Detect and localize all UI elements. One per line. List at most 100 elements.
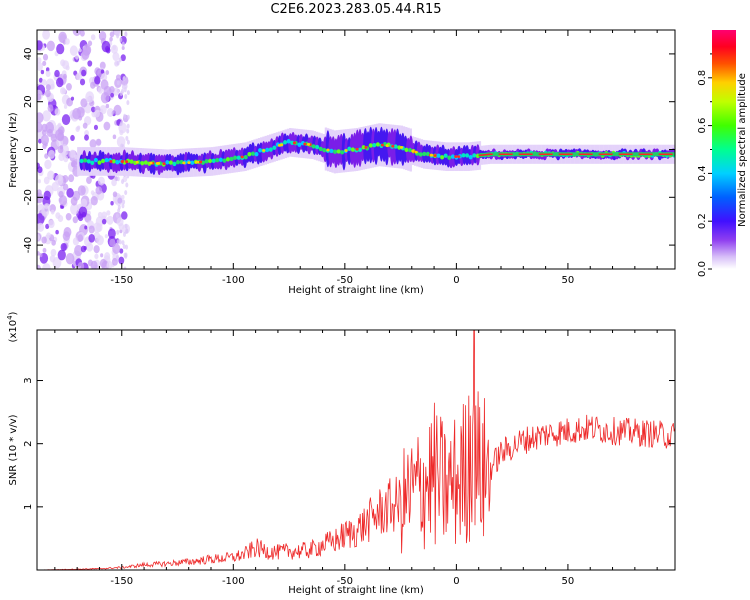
heatmap-speckle xyxy=(43,190,51,201)
heatmap-speckle xyxy=(101,40,111,53)
heatmap-speckle xyxy=(83,246,87,251)
heatmap-speckle xyxy=(124,93,128,99)
heatmap-speckle xyxy=(50,133,58,143)
heatmap-ridge xyxy=(436,153,441,158)
heatmap-speckle xyxy=(114,194,123,206)
spectrogram-xtick-label: 0 xyxy=(453,275,459,286)
heatmap-ridge xyxy=(172,161,177,167)
heatmap-speckle xyxy=(44,153,49,159)
heatmap-speckle xyxy=(105,103,110,109)
heatmap-ridge xyxy=(247,152,252,157)
heatmap-hotspot xyxy=(306,143,311,146)
snr-panel: -150 -100 -50 0 50 3 2 1 Height of straight lin… xyxy=(6,311,676,596)
heatmap-ridge xyxy=(272,145,277,150)
heatmap-speckle xyxy=(50,209,55,215)
heatmap-speckle xyxy=(57,132,65,142)
heatmap-speckle xyxy=(77,261,85,269)
heatmap-speckle xyxy=(42,53,49,61)
colorbar-label: Normalized spectral amplitude xyxy=(737,73,748,227)
heatmap-speckle xyxy=(110,92,114,98)
snr-xtick-label: -50 xyxy=(337,576,353,587)
heatmap-speckle xyxy=(46,128,53,137)
snr-xtick-label: -100 xyxy=(222,576,245,587)
heatmap-speckle xyxy=(119,229,123,234)
heatmap-ridge xyxy=(86,159,91,164)
heatmap-speckle xyxy=(86,96,91,103)
heatmap-hotspot xyxy=(429,153,434,157)
heatmap-speckle xyxy=(88,234,95,243)
heatmap-speckle xyxy=(126,114,130,120)
heatmap-speckle xyxy=(38,77,43,83)
heatmap-speckle xyxy=(94,110,100,118)
heatmap-speckle xyxy=(45,67,50,72)
heatmap-ridge xyxy=(336,149,341,154)
spectrogram-ytick-label: -20 xyxy=(23,189,34,205)
heatmap-ridge xyxy=(472,153,477,158)
heatmap-speckle xyxy=(76,72,83,81)
heatmap-speckle xyxy=(126,123,130,129)
heatmap-speckle xyxy=(49,255,56,263)
heatmap-hotspot xyxy=(195,160,199,164)
heatmap-speckle xyxy=(37,122,43,133)
snr-series-line xyxy=(37,330,675,570)
heatmap-speckle xyxy=(112,243,121,254)
spectrogram-xtick-label: -100 xyxy=(222,275,245,286)
heatmap-ridge xyxy=(254,151,259,157)
heatmap-ridge xyxy=(450,154,455,159)
heatmap-speckle xyxy=(100,69,105,74)
snr-frame xyxy=(36,329,676,571)
heatmap-ridge xyxy=(443,153,448,158)
heatmap-ridge xyxy=(93,157,98,163)
snr-ytick-label: 2 xyxy=(23,440,34,446)
heatmap-hotspot xyxy=(399,146,404,149)
heatmap-speckle xyxy=(116,176,120,182)
heatmap-speckle xyxy=(96,235,104,246)
heatmap-speckle xyxy=(82,122,88,129)
heatmap-speckle xyxy=(72,30,82,37)
heatmap-ridge xyxy=(286,139,291,144)
heatmap-ridge-core xyxy=(478,153,675,157)
heatmap-speckle xyxy=(43,203,51,213)
heatmap-speckle xyxy=(64,38,70,45)
heatmap-speckle xyxy=(124,223,128,229)
heatmap-speckle xyxy=(90,190,95,196)
snr-multiplier: (x104) xyxy=(6,311,19,342)
heatmap-speckle xyxy=(74,245,83,257)
heatmap-speckle xyxy=(44,89,51,98)
heatmap-speckle xyxy=(109,86,115,94)
heatmap-ridge xyxy=(407,147,412,153)
heatmap-ridge xyxy=(90,160,95,166)
heatmap-speckle xyxy=(66,82,72,91)
heatmap-speckle xyxy=(50,83,55,90)
heatmap-speckle xyxy=(37,213,45,225)
heatmap-speckle xyxy=(58,195,68,206)
heatmap-speckle xyxy=(112,52,120,62)
heatmap-speckle xyxy=(106,260,113,269)
heatmap-speckle xyxy=(105,70,110,75)
heatmap-ridge xyxy=(340,150,345,155)
heatmap-speckle xyxy=(47,104,54,113)
heatmap-speckle xyxy=(99,61,106,70)
colorbar-tick-label: 0.0 xyxy=(697,261,708,277)
heatmap-speckle xyxy=(46,40,55,52)
heatmap-speckle xyxy=(40,134,49,146)
heatmap-hotspot xyxy=(182,161,186,165)
heatmap-hotspot xyxy=(454,155,458,159)
heatmap-ridge xyxy=(165,160,170,165)
snr-multiplier-close: ) xyxy=(8,311,19,315)
heatmap-speckle xyxy=(72,216,79,224)
heatmap-ridge xyxy=(361,145,366,150)
spectrogram-ytick-label: 40 xyxy=(23,48,34,61)
heatmap-speckle xyxy=(81,211,87,218)
heatmap-speckle xyxy=(57,214,64,223)
heatmap-speckle xyxy=(81,69,87,77)
heatmap-ridge xyxy=(393,144,398,149)
heatmap-speckle xyxy=(45,223,50,229)
heatmap-halo xyxy=(77,147,80,176)
heatmap-speckle xyxy=(60,242,67,252)
heatmap-speckle xyxy=(80,198,88,207)
heatmap-speckle xyxy=(75,126,80,132)
snr-ytick-label: 1 xyxy=(23,504,34,510)
heatmap-speckle xyxy=(122,75,126,81)
heatmap-ridge xyxy=(440,155,445,160)
